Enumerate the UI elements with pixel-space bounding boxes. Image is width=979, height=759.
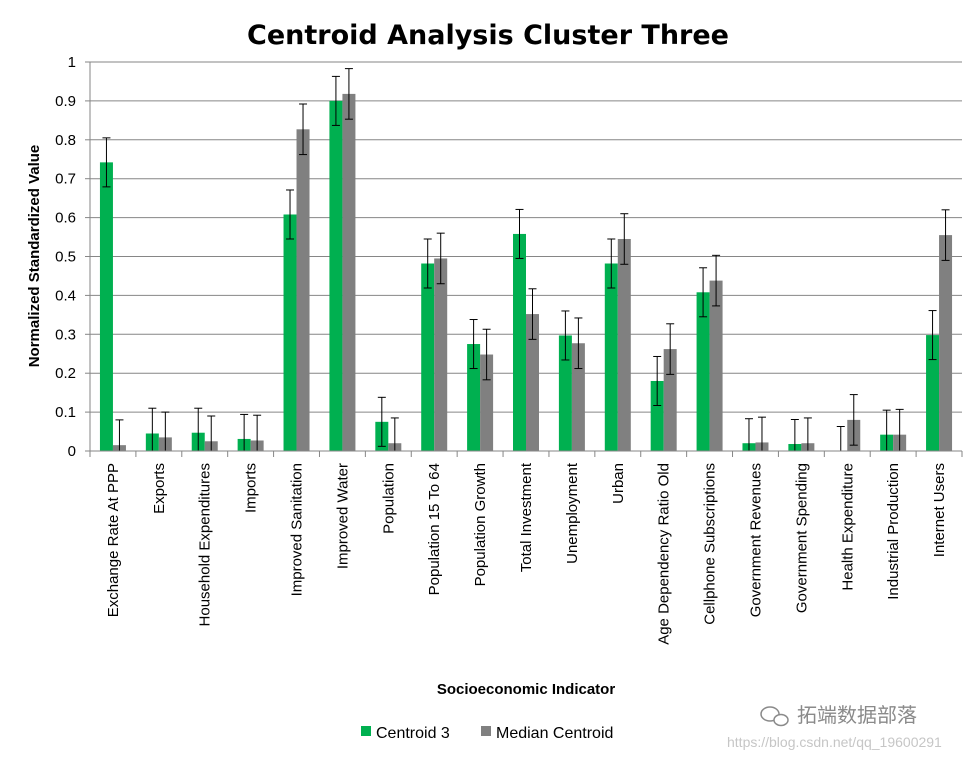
- bar-centroid-3: [650, 380, 664, 451]
- x-category-label: Exports: [151, 463, 168, 514]
- x-axis-title: Socioeconomic Indicator: [437, 681, 616, 698]
- x-category-label: Urban: [610, 463, 627, 504]
- y-axis-title: Normalized Standardized Value: [26, 145, 43, 368]
- y-tick-labels: 0 0.1 0.2 0.3 0.4 0.5 0.6 0.7 0.8 0.9 1: [55, 54, 76, 460]
- y-tick-label: 0.2: [55, 365, 76, 382]
- bar-centroid-3: [604, 263, 618, 451]
- bar-median-centroid: [617, 238, 631, 451]
- x-category-label: Population: [380, 463, 397, 534]
- legend-swatch-centroid-3: [361, 726, 371, 736]
- y-tick-label: 0.8: [55, 132, 76, 149]
- x-category-label: Population Growth: [472, 463, 489, 586]
- x-category-label: Household Expenditures: [197, 463, 214, 626]
- x-category-label: Cellphone Subscriptions: [702, 463, 719, 625]
- bars-group: [99, 93, 953, 452]
- x-category-label: Exchange Rate At PPP: [105, 463, 122, 617]
- y-tick-label: 0.9: [55, 93, 76, 110]
- bar-centroid-3: [329, 100, 343, 452]
- y-tick-label: 0.7: [55, 171, 76, 188]
- y-tick-label: 1: [68, 54, 76, 71]
- x-category-label: Industrial Production: [885, 463, 902, 600]
- chart-title: Centroid Analysis Cluster Three: [247, 20, 729, 51]
- x-category-label: Internet Users: [931, 463, 948, 557]
- legend-label-median-centroid: Median Centroid: [496, 725, 613, 742]
- watermark-url: https://blog.csdn.net/qq_19600291: [727, 734, 942, 750]
- x-category-labels: Exchange Rate At PPP Exports Household Exp…: [105, 462, 948, 645]
- y-tick-label: 0.6: [55, 210, 76, 227]
- y-tick-label: 0.4: [55, 287, 76, 304]
- bar-centroid-3: [283, 214, 297, 451]
- bar-centroid-3: [421, 263, 435, 451]
- bar-median-centroid: [526, 314, 539, 451]
- bar-median-centroid: [480, 354, 494, 451]
- x-category-label: Improved Water: [334, 463, 351, 569]
- x-category-label: Total Investment: [518, 462, 535, 572]
- x-category-label: Government Revenues: [747, 463, 764, 617]
- legend-swatch-median-centroid: [481, 726, 491, 736]
- error-bars-group: [102, 68, 950, 451]
- wechat-icon: [760, 706, 789, 727]
- watermark: 拓端数据部落 https://blog.csdn.net/qq_19600291: [727, 704, 942, 750]
- watermark-logo-text: 拓端数据部落: [797, 704, 917, 727]
- x-category-label: Unemployment: [564, 462, 581, 564]
- y-tick-label: 0.3: [55, 326, 76, 343]
- bar-centroid-3: [696, 292, 710, 451]
- axes: [89, 62, 962, 452]
- x-category-label: Population 15 To 64: [426, 463, 443, 595]
- bar-centroid-3: [926, 335, 940, 451]
- y-tick-label: 0.5: [55, 249, 76, 266]
- bar-median-centroid: [709, 280, 723, 451]
- bar-centroid-3: [558, 335, 572, 451]
- bar-median-centroid: [434, 258, 448, 451]
- y-tick-label: 0: [68, 443, 76, 460]
- bar-centroid-3: [513, 233, 526, 451]
- legend: Centroid 3 Median Centroid: [361, 725, 613, 742]
- x-category-label: Health Expenditure: [839, 463, 856, 591]
- bar-median-centroid: [939, 235, 953, 451]
- legend-label-centroid-3: Centroid 3: [376, 725, 450, 742]
- bar-median-centroid: [342, 93, 356, 451]
- bar-median-centroid: [296, 129, 310, 451]
- x-category-label: Age Dependency Ratio Old: [656, 463, 673, 645]
- y-tick-label: 0.1: [55, 404, 76, 421]
- x-category-label: Government Spending: [793, 463, 810, 613]
- bar-centroid-3: [467, 344, 481, 451]
- bar-median-centroid: [571, 343, 585, 451]
- x-category-label: Improved Sanitation: [289, 463, 306, 596]
- x-category-label: Imports: [243, 463, 260, 513]
- bar-centroid-3: [99, 162, 113, 451]
